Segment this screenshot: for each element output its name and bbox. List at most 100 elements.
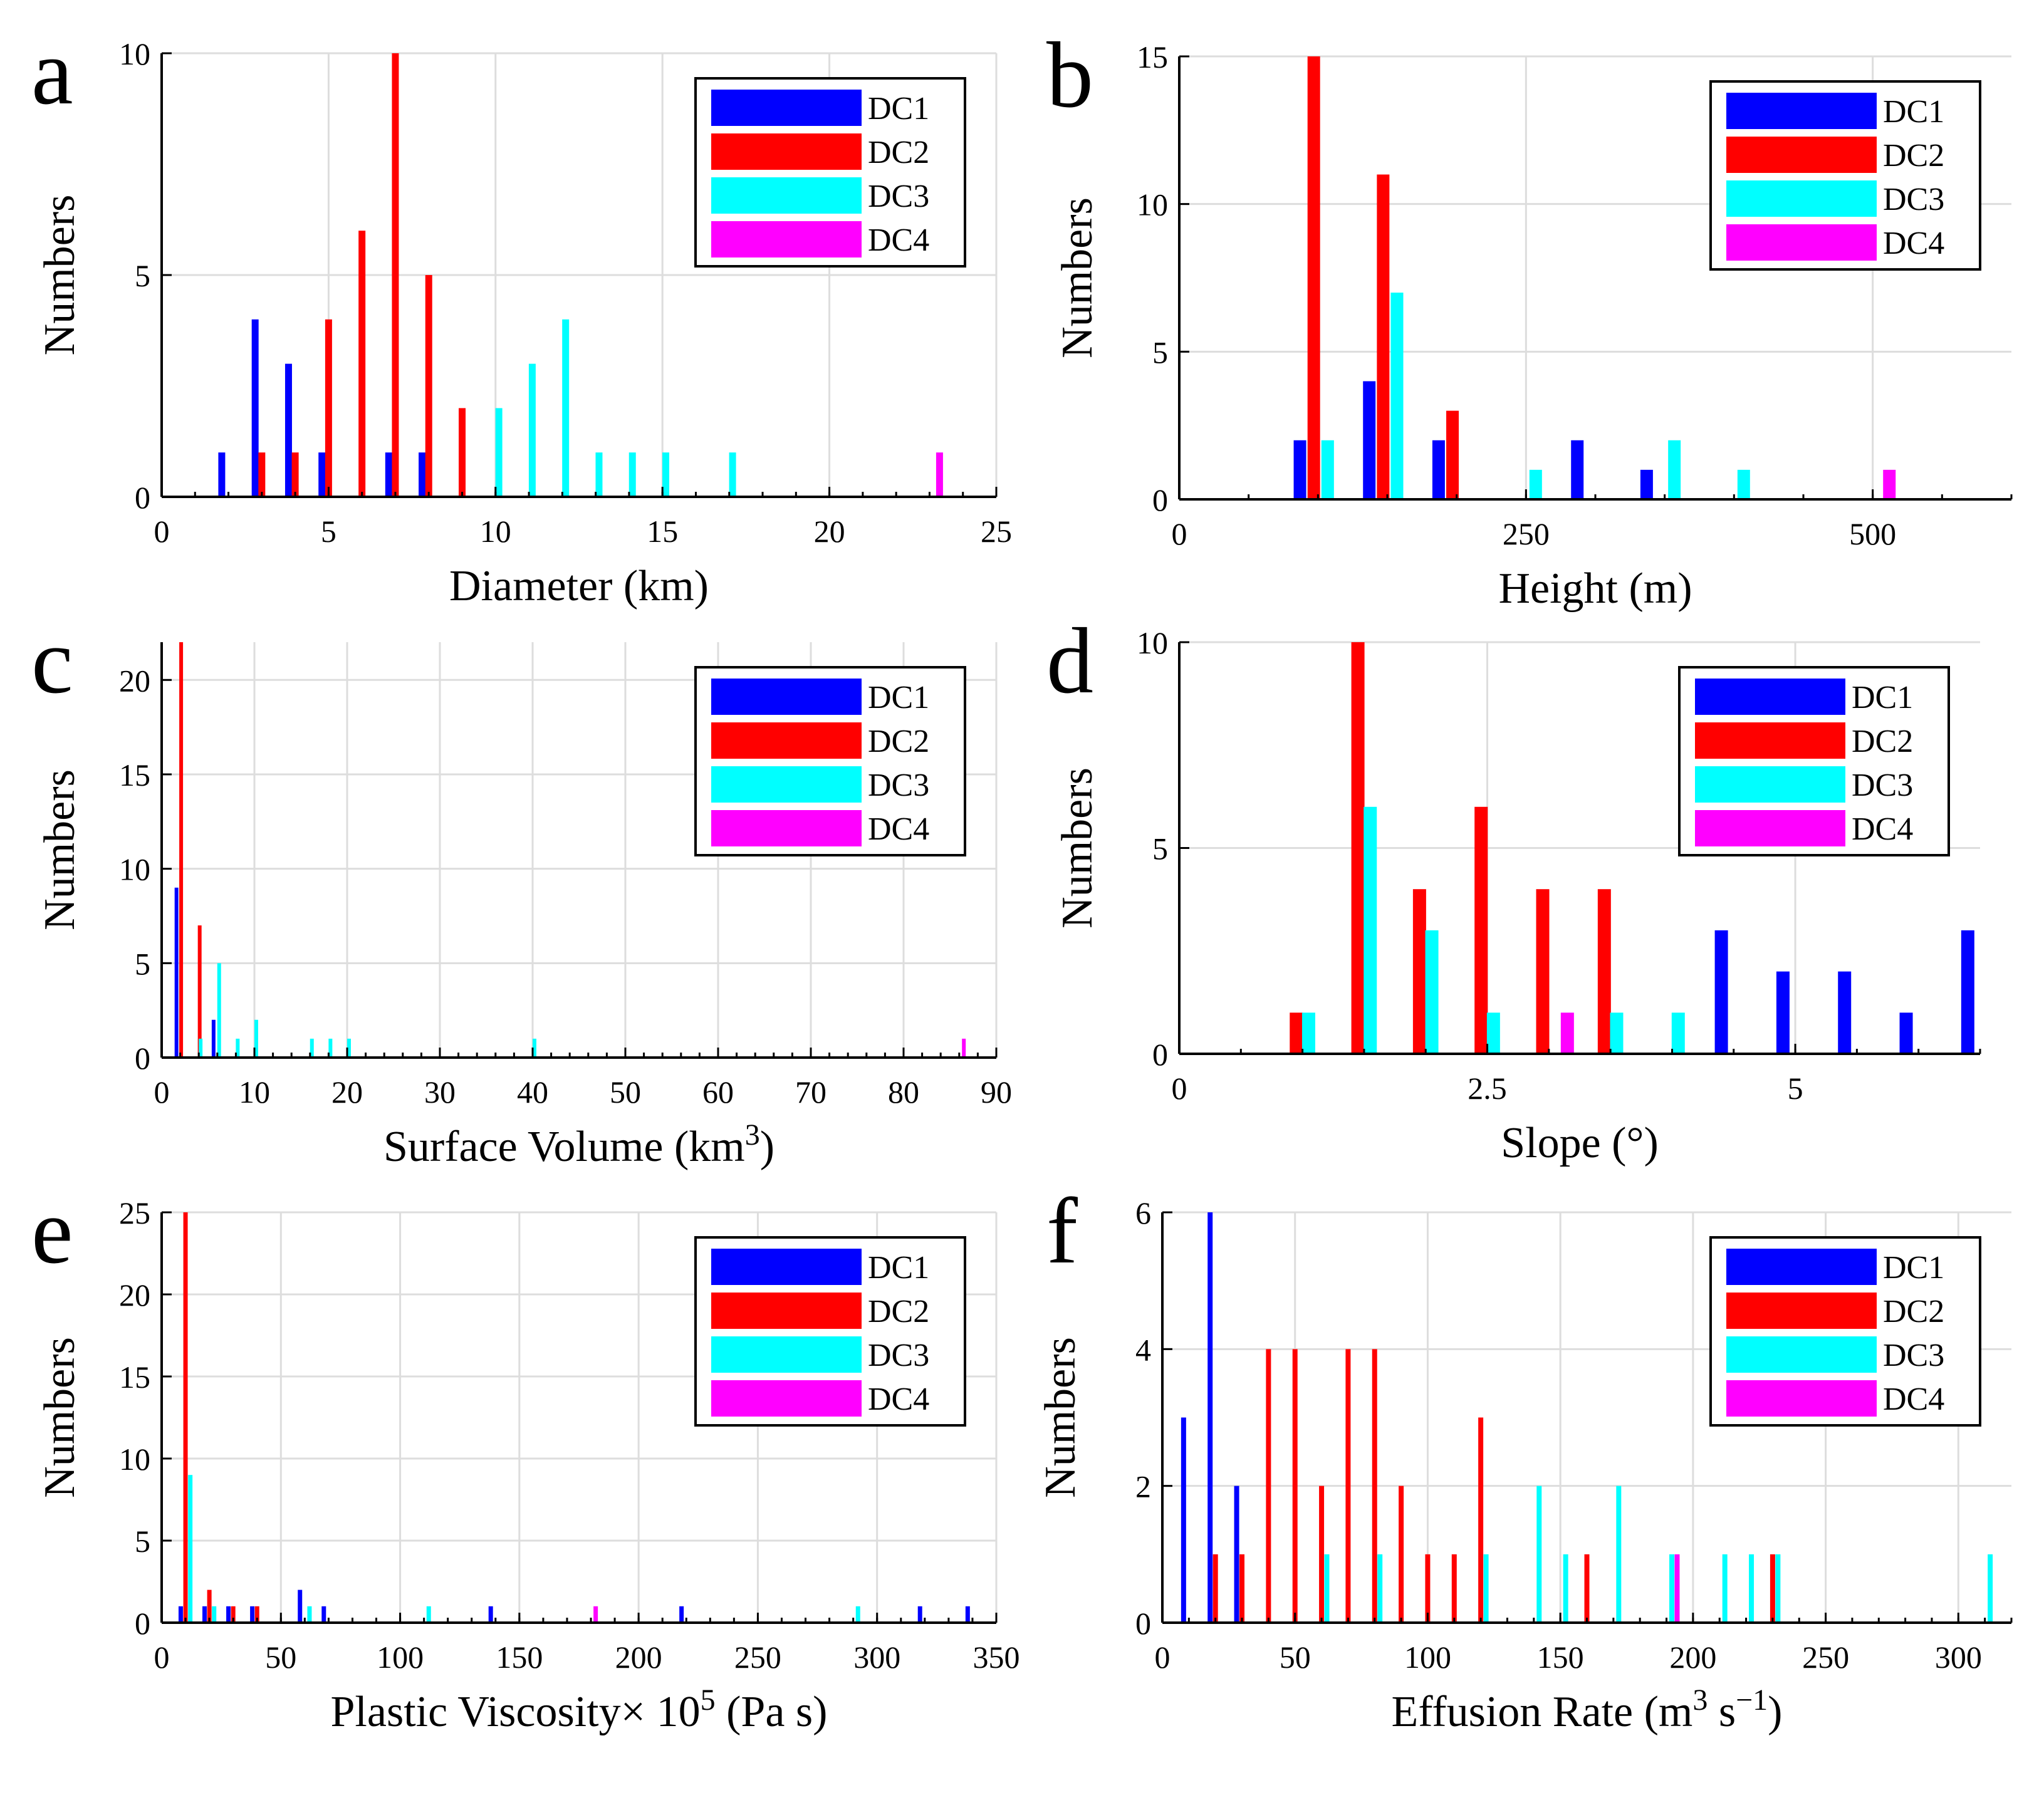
- bar-dc3: [236, 1038, 240, 1058]
- legend-swatch-dc1: [1726, 93, 1877, 129]
- bar-dc3: [1425, 930, 1439, 1054]
- legend: DC1 DC2 DC3 DC4: [694, 1236, 966, 1427]
- bar-dc1: [211, 1019, 216, 1058]
- x-axis-label-end: ): [760, 1123, 774, 1171]
- bar-dc4: [1883, 469, 1896, 499]
- legend: DC1 DC2 DC3 DC4: [1709, 1236, 1981, 1427]
- bar-dc3: [1529, 469, 1542, 499]
- bar-dc2: [459, 408, 466, 497]
- bar-dc1: [1293, 440, 1306, 499]
- x-axis-label-text: Plastic Viscosity: [331, 1688, 621, 1736]
- x-tick-label: 300: [853, 1640, 900, 1675]
- bar-dc2: [358, 231, 366, 497]
- bar-dc1: [284, 363, 292, 497]
- x-tick-label: 0: [1172, 516, 1187, 551]
- x-tick-label: 500: [1849, 516, 1896, 551]
- bar-dc1: [1838, 971, 1852, 1054]
- y-tick-label: 0: [135, 1606, 150, 1641]
- bar-dc2: [1266, 1349, 1271, 1623]
- y-tick-label: 0: [1135, 1606, 1151, 1641]
- panel-letter: f: [1046, 1179, 1078, 1283]
- x-axis-label-text: Effusion Rate (m: [1392, 1688, 1693, 1736]
- x-tick-label: 0: [1172, 1071, 1187, 1106]
- bar-dc3: [628, 452, 636, 497]
- x-axis-label-sup: 3: [1692, 1683, 1708, 1717]
- x-tick-label: 20: [331, 1074, 363, 1110]
- bar-dc2: [254, 1606, 259, 1623]
- x-tick-label: 250: [734, 1640, 781, 1675]
- panel-letter: a: [31, 20, 73, 124]
- bar-dc2: [1536, 889, 1550, 1054]
- x-tick-label: 250: [1802, 1640, 1849, 1675]
- bar-dc1: [419, 452, 426, 497]
- bar-dc3: [1390, 293, 1404, 499]
- bar-dc3: [310, 1038, 314, 1058]
- legend-swatch-dc4: [1726, 1380, 1877, 1417]
- bar-dc1: [917, 1606, 922, 1623]
- x-axis-label: Surface Volume (km3): [383, 1118, 774, 1172]
- bar-dc1: [1234, 1485, 1239, 1623]
- legend-swatch-dc2: [711, 133, 862, 170]
- legend-swatch-dc1: [711, 1249, 862, 1285]
- bar-dc3: [1610, 1012, 1624, 1054]
- y-tick-label: 10: [119, 1442, 150, 1477]
- bar-dc1: [250, 1606, 255, 1623]
- bar-dc2: [179, 642, 184, 1058]
- legend-label-dc1: DC1: [1852, 680, 1913, 715]
- y-axis-label: Numbers: [1036, 1337, 1085, 1498]
- bar-dc1: [251, 319, 259, 497]
- y-axis-label: Numbers: [36, 195, 84, 356]
- legend: DC1 DC2 DC3 DC4: [1678, 666, 1950, 856]
- y-tick-label: 5: [135, 258, 150, 293]
- bar-dc4: [1674, 1554, 1680, 1623]
- legend-swatch-dc3: [1726, 1336, 1877, 1373]
- bar-dc3: [212, 1606, 217, 1623]
- x-axis-label: Height (m): [1498, 564, 1692, 613]
- bar-dc3: [562, 319, 570, 497]
- bar-dc1: [1207, 1212, 1213, 1623]
- bar-dc3: [188, 1475, 193, 1623]
- x-tick-label: 20: [814, 514, 845, 549]
- y-axis-label: Numbers: [1053, 767, 1102, 929]
- y-tick-label: 5: [135, 946, 150, 981]
- bar-dc2: [1351, 642, 1365, 1054]
- x-axis-label: Slope (°): [1501, 1119, 1659, 1167]
- y-tick-label: 6: [1135, 1195, 1151, 1230]
- panel-d: 0 2.5 5 0 5 10 Slope (°) Numbers d DC1 DC2 DC3 DC4: [1046, 609, 1981, 1167]
- bar-dc3: [1737, 469, 1750, 499]
- bar-dc3: [528, 363, 536, 497]
- bar-dc1: [679, 1606, 684, 1623]
- bar-dc4: [936, 452, 943, 497]
- bar-dc3: [1616, 1485, 1622, 1623]
- bar-dc1: [218, 452, 226, 497]
- legend: DC1 DC2 DC3 DC4: [1709, 80, 1981, 271]
- bar-dc1: [385, 452, 392, 497]
- y-tick-label: 10: [119, 36, 150, 71]
- bar-dc1: [1363, 381, 1376, 499]
- x-tick-label: 10: [239, 1074, 270, 1110]
- bar-dc3: [307, 1606, 312, 1623]
- y-tick-label: 10: [1137, 625, 1168, 660]
- bar-dc3: [1722, 1554, 1728, 1623]
- y-tick-label: 10: [1137, 187, 1168, 222]
- legend-label-dc3: DC3: [868, 1338, 929, 1373]
- bar-dc1: [1714, 930, 1728, 1054]
- x-axis-label-sup: 5: [701, 1683, 716, 1717]
- y-tick-label: 15: [119, 757, 150, 793]
- bar-dc3: [495, 408, 503, 497]
- bar-dc4: [962, 1038, 966, 1058]
- x-tick-label: 50: [265, 1640, 296, 1675]
- bar-dc3: [595, 452, 603, 497]
- panel-c: 0 10 20 30 40 50 60 70 80 90 0 5 10 15 20 Surface Volum…: [31, 609, 1012, 1171]
- x-tick-label: 0: [154, 1640, 170, 1675]
- legend-swatch-dc4: [1726, 224, 1877, 261]
- x-tick-label: 100: [377, 1640, 424, 1675]
- y-tick-label: 0: [135, 1041, 150, 1076]
- legend-label-dc4: DC4: [1883, 1381, 1944, 1417]
- x-tick-label: 0: [154, 514, 170, 549]
- panel-letter: c: [31, 609, 73, 713]
- legend-swatch-dc4: [711, 221, 862, 258]
- y-tick-label: 20: [119, 1277, 150, 1313]
- bar-dc2: [258, 452, 266, 497]
